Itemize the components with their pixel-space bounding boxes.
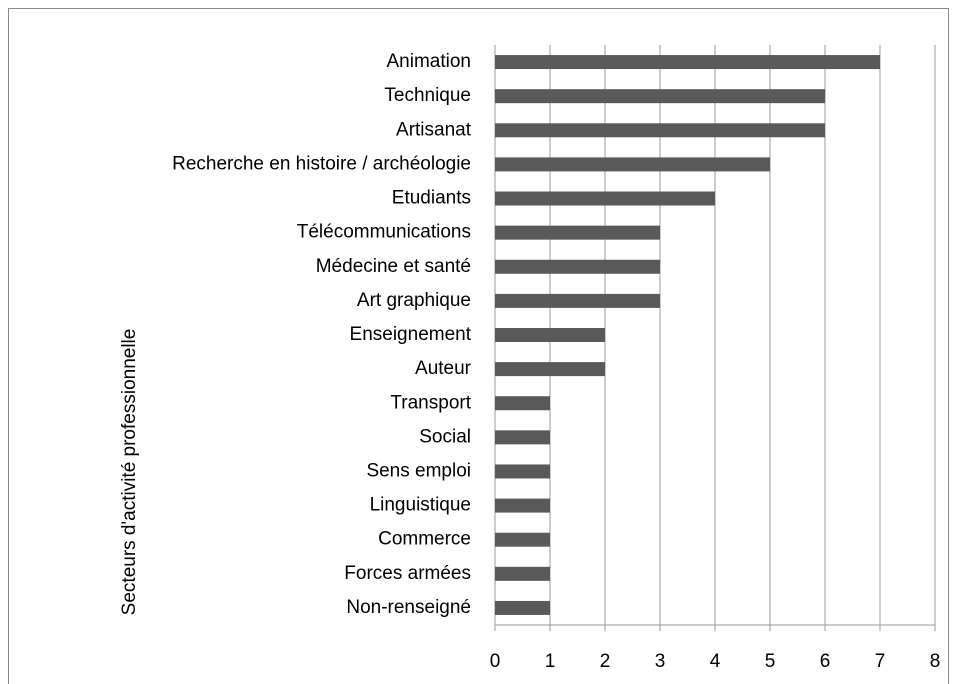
bar bbox=[495, 293, 660, 308]
x-tick-label: 0 bbox=[490, 651, 501, 672]
y-tick-label: Transport bbox=[390, 392, 471, 413]
y-tick-label: Social bbox=[419, 426, 471, 447]
x-tick-label: 6 bbox=[820, 651, 831, 672]
bar bbox=[495, 191, 715, 206]
y-tick-label: Art graphique bbox=[357, 290, 471, 311]
y-tick-label: Commerce bbox=[378, 529, 471, 550]
bar bbox=[495, 328, 605, 342]
y-tick-label: Forces armées bbox=[344, 563, 471, 584]
y-tick-label: Télécommunications bbox=[297, 222, 471, 243]
bar bbox=[495, 532, 550, 547]
y-tick-label: Auteur bbox=[415, 358, 472, 379]
bar bbox=[495, 600, 550, 615]
bar bbox=[495, 362, 605, 377]
chart-border bbox=[8, 8, 949, 684]
bar bbox=[495, 430, 550, 445]
y-tick-label: Médecine et santé bbox=[316, 256, 471, 277]
bar bbox=[495, 498, 550, 513]
x-tick-label: 5 bbox=[765, 651, 776, 672]
y-tick-label: Non-renseigné bbox=[346, 597, 471, 618]
x-tick-label: 2 bbox=[600, 651, 611, 672]
y-tick-label: Artisanat bbox=[396, 119, 472, 140]
y-tick-label: Etudiants bbox=[392, 188, 471, 209]
y-tick-label: Recherche en histoire / archéologie bbox=[172, 153, 471, 174]
y-tick-label: Technique bbox=[384, 85, 471, 106]
y-tick-label: Sens emploi bbox=[366, 460, 471, 481]
y-tick-label: Linguistique bbox=[370, 495, 471, 516]
bar bbox=[495, 225, 660, 240]
x-tick-label: 7 bbox=[875, 651, 886, 672]
y-tick-label: Animation bbox=[387, 51, 472, 72]
bar bbox=[495, 566, 550, 581]
bar bbox=[495, 259, 660, 274]
y-tick-label: Enseignement bbox=[350, 324, 472, 345]
bar bbox=[495, 123, 825, 138]
x-tick-label: 3 bbox=[655, 651, 666, 672]
y-axis-label: Secteurs d'activité professionnelle bbox=[119, 329, 140, 616]
bar bbox=[495, 55, 880, 70]
bar bbox=[495, 396, 550, 411]
x-tick-label: 4 bbox=[710, 651, 721, 672]
bar bbox=[495, 89, 825, 104]
bar bbox=[495, 157, 770, 172]
x-tick-label: 8 bbox=[930, 651, 941, 672]
x-tick-label: 1 bbox=[545, 651, 556, 672]
bar bbox=[495, 464, 550, 479]
